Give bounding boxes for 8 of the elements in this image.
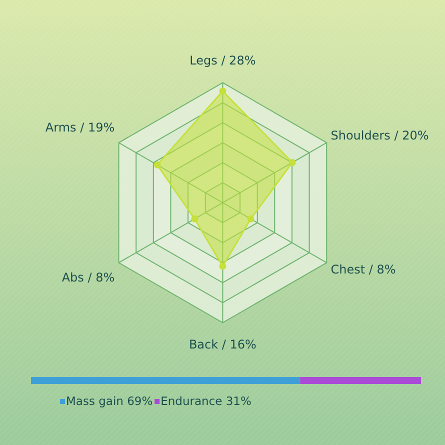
spoke-label: Chest / 8% xyxy=(330,262,396,277)
spoke-label: Abs / 8% xyxy=(62,270,115,285)
spoke-label: Legs / 28% xyxy=(190,54,256,68)
legend-label: Mass gain 69% xyxy=(66,394,153,408)
spoke-label: Arms / 19% xyxy=(45,120,115,135)
legend-label: Endurance 31% xyxy=(160,394,252,408)
spoke-label: Shoulders / 20% xyxy=(330,128,429,143)
spoke-label: Back / 16% xyxy=(188,338,256,352)
